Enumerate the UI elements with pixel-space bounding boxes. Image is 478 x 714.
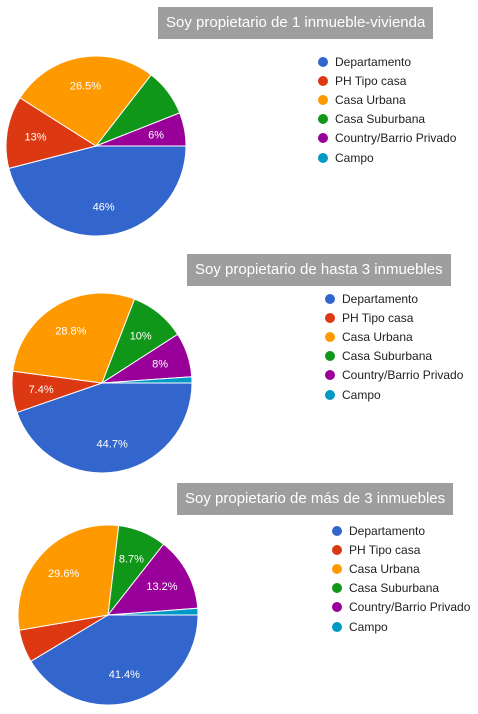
chart-panel-3: Soy propietario de más de 3 inmuebles 41… [0, 480, 478, 714]
legend-label: Casa Suburbana [335, 112, 426, 127]
legend-swatch [325, 351, 335, 362]
chart-legend: Departamento PH Tipo casa Casa Urbana Casa … [318, 52, 456, 167]
chart-title: Soy propietario de más de 3 inmuebles [177, 483, 454, 515]
chart-panel-1: Soy propietario de 1 inmueble-vivienda 4… [0, 0, 478, 240]
legend-item-campo: Campo [318, 148, 456, 167]
legend-label: Campo [349, 619, 388, 634]
legend-label: Campo [342, 387, 381, 402]
chart-panel-2: Soy propietario de hasta 3 inmuebles 44.… [0, 240, 478, 480]
pie-slice-campo [107, 607, 199, 616]
legend-swatch [325, 370, 335, 381]
legend-item-campo: Campo [332, 617, 470, 636]
legend-label: Departamento [335, 54, 412, 69]
legend-item-country-barrio-privado: Country/Barrio Privado [318, 129, 456, 148]
legend-label: Casa Urbana [342, 329, 413, 344]
legend-label: Country/Barrio Privado [349, 600, 471, 615]
legend-item-casa-suburbana: Casa Suburbana [325, 347, 463, 366]
pie-slice-ph-tipo-casa [5, 97, 98, 169]
legend-swatch [318, 94, 328, 105]
pie-slice-departamento [16, 382, 193, 474]
legend-label: PH Tipo casa [349, 542, 421, 557]
legend-item-ph-tipo-casa: PH Tipo casa [332, 540, 470, 559]
legend-label: Departamento [342, 291, 419, 306]
legend-swatch [332, 544, 342, 555]
legend-label: Casa Suburbana [349, 581, 440, 596]
legend-item-country-barrio-privado: Country/Barrio Privado [325, 366, 463, 385]
legend-swatch [332, 563, 342, 574]
pie-slice-departamento [30, 614, 199, 706]
legend-item-ph-tipo-casa: PH Tipo casa [318, 71, 456, 90]
legend-item-casa-urbana: Casa Urbana [325, 327, 463, 346]
chart-legend: Departamento PH Tipo casa Casa Urbana Casa … [332, 521, 470, 636]
slice-label-casa-suburbana: 10% [130, 331, 152, 343]
pie-slice-campo [101, 376, 193, 384]
pie-slice-casa-urbana [12, 292, 136, 384]
chart-legend: Departamento PH Tipo casa Casa Urbana Casa … [325, 289, 463, 404]
chart-title: Soy propietario de hasta 3 inmuebles [187, 254, 451, 286]
legend-item-campo: Campo [325, 385, 463, 404]
legend-item-casa-urbana: Casa Urbana [318, 90, 456, 109]
legend-swatch [325, 293, 335, 304]
slice-label-casa-urbana: 26.5% [70, 81, 101, 93]
legend-item-casa-urbana: Casa Urbana [332, 559, 470, 578]
pie-slice-departamento [8, 145, 187, 237]
pie-slice-casa-urbana [17, 524, 120, 631]
legend-item-departamento: Departamento [325, 289, 463, 308]
legend-item-casa-suburbana: Casa Suburbana [318, 110, 456, 129]
legend-swatch [332, 583, 342, 594]
legend-swatch [332, 602, 342, 613]
legend-swatch [318, 75, 328, 86]
chart-title: Soy propietario de 1 inmueble-vivienda [158, 7, 434, 39]
slice-label-country-barrio-privado: 13.2% [146, 581, 177, 593]
pie-chart: 44.7% 7.4% 28.8% 10% 8% [11, 292, 193, 474]
legend-swatch [332, 525, 342, 536]
slice-label-casa-urbana: 28.8% [55, 325, 86, 337]
slice-label-ph-tipo-casa: 13% [25, 131, 47, 143]
slice-label-departamento: 41.4% [109, 669, 140, 681]
slice-label-departamento: 46% [93, 202, 115, 214]
slice-label-casa-suburbana: 8.7% [119, 553, 144, 565]
legend-swatch [318, 133, 328, 144]
legend-swatch [318, 152, 328, 163]
legend-swatch [325, 312, 335, 323]
legend-swatch [318, 56, 328, 67]
pie-chart: 46% 13% 26.5% 6% [5, 55, 187, 237]
slice-label-country-barrio-privado: 6% [148, 130, 164, 142]
legend-label: Campo [335, 150, 374, 165]
legend-swatch [332, 621, 342, 632]
pie-slice-country-barrio-privado [95, 112, 187, 147]
slice-label-casa-urbana: 29.6% [48, 568, 79, 580]
legend-label: Country/Barrio Privado [342, 368, 464, 383]
slice-label-departamento: 44.7% [97, 438, 128, 450]
legend-swatch [318, 114, 328, 125]
slice-label-ph-tipo-casa: 7.4% [29, 384, 54, 396]
pie-slice-country-barrio-privado [106, 543, 199, 616]
legend-label: Country/Barrio Privado [335, 131, 457, 146]
legend-label: Departamento [349, 523, 426, 538]
legend-item-country-barrio-privado: Country/Barrio Privado [332, 598, 470, 617]
legend-swatch [325, 389, 335, 400]
pie-chart: 41.4% 29.6% 8.7% 13.2% [17, 524, 199, 706]
legend-item-departamento: Departamento [332, 521, 470, 540]
legend-label: PH Tipo casa [335, 73, 407, 88]
legend-label: Casa Suburbana [342, 349, 433, 364]
legend-item-casa-suburbana: Casa Suburbana [332, 579, 470, 598]
slice-label-country-barrio-privado: 8% [152, 359, 168, 371]
pie-slice-casa-urbana [19, 55, 152, 147]
legend-label: Casa Urbana [335, 92, 406, 107]
legend-label: PH Tipo casa [342, 310, 414, 325]
legend-swatch [325, 331, 335, 342]
legend-label: Casa Urbana [349, 561, 420, 576]
legend-item-departamento: Departamento [318, 52, 456, 71]
legend-item-ph-tipo-casa: PH Tipo casa [325, 308, 463, 327]
